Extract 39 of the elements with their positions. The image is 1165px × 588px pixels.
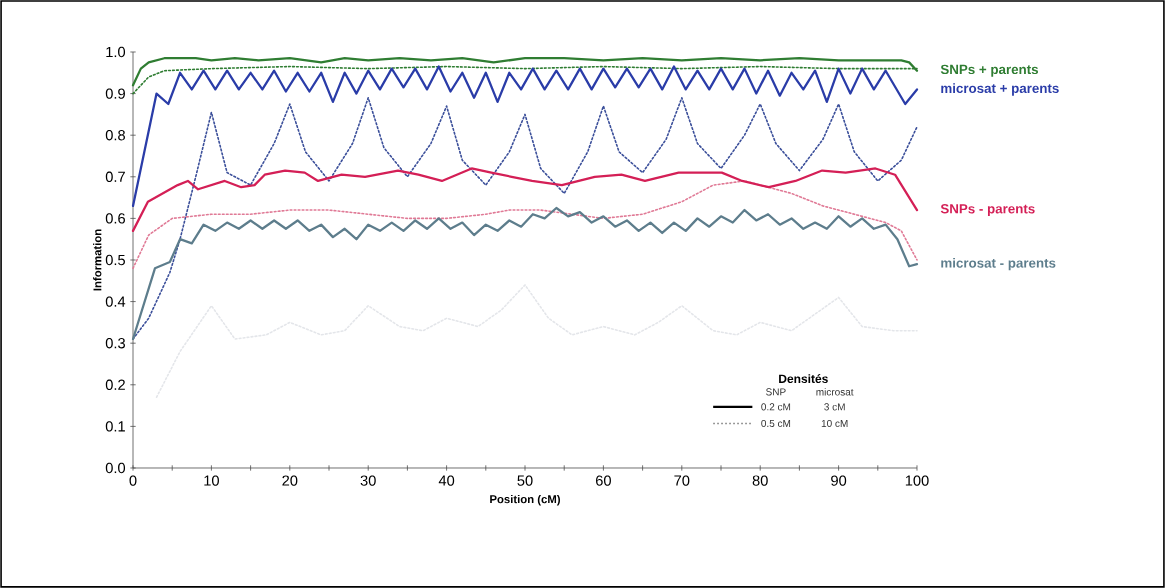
x-tick-label: 60	[596, 475, 611, 486]
y-tick-label: 0.5	[105, 254, 125, 266]
line-series	[132, 96, 918, 340]
annotation: 0.2 cM	[761, 403, 791, 411]
y-axis-title: Information	[93, 229, 102, 291]
x-tick-label: 80	[752, 475, 768, 486]
x-tick-label: 70	[674, 475, 690, 486]
annotation: 10 cM	[821, 419, 848, 428]
y-tick-label: 0.4	[105, 296, 126, 307]
x-tick-label: 30	[360, 475, 376, 486]
x-tick-label: 20	[282, 475, 298, 486]
y-tick-label: 0.6	[105, 213, 125, 224]
y-tick-label: 0.9	[105, 88, 125, 99]
x-axis-title: Position (cM)	[490, 494, 560, 506]
x-tick-label: 50	[517, 475, 533, 486]
x-tick-label: 100	[905, 475, 929, 486]
y-tick-label: 0.7	[105, 171, 125, 182]
y-tick-label: 1.0	[106, 46, 126, 58]
line-series	[131, 206, 919, 341]
x-tick-label: 90	[831, 475, 847, 486]
line-series	[131, 65, 919, 208]
series-label: SNPs - parents	[940, 204, 1035, 217]
x-tick-label: 10	[204, 475, 219, 486]
annotation: SNP	[766, 388, 786, 396]
y-tick-label: 0.2	[105, 379, 125, 390]
y-tick-label: 0.3	[105, 338, 125, 349]
annotation: 0.5 cM	[761, 419, 791, 428]
y-tick-label: 0.8	[105, 130, 125, 141]
line-series	[131, 167, 919, 233]
annotation: 3 cM	[824, 403, 845, 411]
y-tick-label: 0.0	[105, 462, 126, 474]
series-label: microsat + parents	[941, 83, 1059, 96]
annotation: microsat	[816, 388, 854, 396]
x-tick-label: 0	[129, 475, 137, 486]
series-label: SNPs + parents	[940, 64, 1039, 77]
legend-title: Densités	[779, 374, 828, 384]
y-tick-label: 0.1	[105, 421, 125, 432]
x-tick-label: 40	[438, 475, 455, 486]
series-label: microsat - parents	[941, 257, 1056, 271]
